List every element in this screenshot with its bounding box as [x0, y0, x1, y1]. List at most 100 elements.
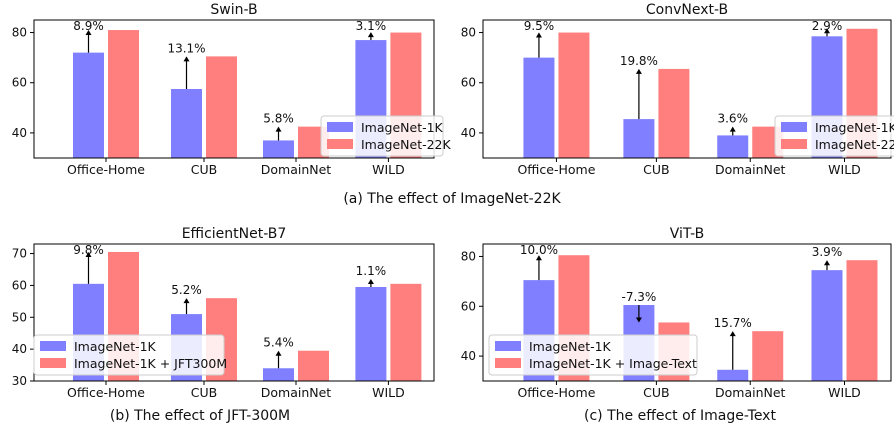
y-tick-label: 60 — [461, 299, 476, 313]
x-tick-label: Office-Home — [67, 162, 145, 177]
y-tick-label: 40 — [12, 126, 27, 140]
y-tick-label: 70 — [12, 247, 27, 261]
legend: ImageNet-1K ImageNet-1K + Image-Text — [488, 334, 698, 376]
legend-label-0: ImageNet-1K — [529, 339, 612, 354]
arrowhead-1 — [635, 317, 642, 323]
legend: ImageNet-1K ImageNet-22K — [774, 115, 894, 157]
annotation-label-3: 3.9% — [812, 245, 843, 259]
bar-base-3 — [355, 287, 387, 381]
legend-swatch-1 — [40, 358, 66, 368]
arrowhead-0 — [535, 255, 542, 261]
y-tick-label: 60 — [12, 76, 27, 90]
legend-label-0: ImageNet-1K — [361, 120, 444, 135]
chart-title: EfficientNet-B7 — [182, 226, 287, 242]
legend-label-0: ImageNet-1K — [74, 339, 157, 354]
bar-ext-0 — [558, 32, 590, 158]
annotation-label-0: 9.8% — [73, 243, 104, 257]
bar-base-1 — [623, 119, 655, 158]
annotation-label-0: 10.0% — [520, 243, 558, 257]
bar-ext-0 — [108, 30, 139, 159]
x-tick-label: DomainNet — [715, 162, 786, 177]
arrowhead-3 — [823, 28, 830, 34]
arrowhead-0 — [535, 32, 542, 38]
legend: ImageNet-1K ImageNet-1K + JFT300M — [33, 334, 227, 376]
bar-ext-3 — [846, 260, 878, 381]
x-tick-label: WILD — [372, 162, 405, 177]
legend: ImageNet-1K ImageNet-22K — [320, 115, 452, 157]
arrowhead-1 — [635, 68, 642, 74]
bar-base-2 — [717, 369, 749, 381]
legend-swatch-1 — [781, 139, 807, 149]
arrowhead-2 — [275, 126, 282, 132]
chart-0: Swin-B 8.9% Office-Home 13.1% CUB 5.8% DomainN… — [12, 2, 452, 177]
chart-1: ConvNext-B 9.5% Office-Home 19.8% CUB 3.6% Dom… — [461, 2, 894, 177]
x-tick-label: DomainNet — [261, 385, 332, 400]
arrowhead-2 — [275, 350, 282, 356]
y-tick-label: 40 — [461, 126, 476, 140]
x-tick-label: DomainNet — [715, 385, 786, 400]
legend-label-1: ImageNet-22K — [815, 137, 894, 152]
arrowhead-2 — [729, 126, 736, 132]
plot-frame — [482, 19, 892, 159]
y-tick-label: 40 — [12, 342, 27, 356]
legend-swatch-1 — [495, 358, 521, 368]
arrowhead-2 — [729, 331, 736, 337]
y-tick-label: 80 — [461, 249, 476, 263]
bar-base-0 — [523, 57, 555, 158]
annotation-label-2: 3.6% — [717, 112, 748, 126]
y-tick-label: 40 — [461, 349, 476, 363]
x-tick-label: Office-Home — [517, 385, 595, 400]
x-tick-label: WILD — [828, 162, 861, 177]
bar-ext-2 — [752, 331, 784, 381]
arrowhead-1 — [183, 56, 190, 62]
plot-frame — [33, 243, 435, 382]
x-tick-label: DomainNet — [261, 162, 332, 177]
caption-b: (b) The effect of JFT-300M — [110, 408, 290, 424]
legend-box — [488, 334, 698, 376]
y-tick-label: 60 — [461, 76, 476, 90]
bar-base-0 — [73, 52, 104, 159]
x-tick-label: Office-Home — [517, 162, 595, 177]
legend-swatch-0 — [327, 122, 353, 132]
x-tick-label: CUB — [643, 385, 669, 400]
bar-ext-3 — [390, 283, 422, 381]
x-tick-label: CUB — [191, 385, 217, 400]
x-tick-label: CUB — [643, 162, 669, 177]
annotation-label-0: 9.5% — [524, 19, 555, 33]
arrowhead-3 — [823, 260, 830, 266]
annotation-label-1: -7.3% — [621, 290, 656, 304]
arrowhead-3 — [367, 32, 374, 38]
arrowhead-3 — [367, 279, 374, 285]
annotation-label-1: 13.1% — [167, 41, 205, 55]
legend-swatch-0 — [495, 341, 521, 351]
chart-title: ConvNext-B — [646, 2, 728, 18]
annotation-label-3: 3.1% — [356, 19, 387, 33]
x-tick-label: CUB — [191, 162, 217, 177]
legend-swatch-0 — [40, 341, 66, 351]
bar-base-2 — [263, 368, 294, 381]
bar-base-2 — [263, 140, 294, 158]
arrowhead-0 — [85, 251, 92, 257]
chart-title: ViT-B — [670, 226, 705, 242]
bar-base-2 — [717, 135, 749, 158]
annotation-label-1: 5.2% — [171, 283, 202, 297]
arrowhead-0 — [85, 30, 92, 36]
bar-ext-1 — [658, 68, 690, 158]
x-tick-label: WILD — [828, 385, 861, 400]
plot-frame — [482, 243, 892, 382]
annotation-label-3: 2.9% — [812, 19, 843, 33]
y-tick-label: 30 — [12, 374, 27, 388]
y-tick-label: 80 — [461, 26, 476, 40]
annotation-label-2: 15.7% — [714, 316, 752, 330]
caption-c: (c) The effect of Image-Text — [584, 408, 776, 424]
legend-box — [33, 334, 225, 376]
annotation-label-2: 5.8% — [263, 112, 294, 126]
y-tick-label: 50 — [12, 310, 27, 324]
chart-2: EfficientNet-B7 9.8% Office-Home 5.2% CUB 5.4… — [12, 226, 435, 400]
legend-label-1: ImageNet-1K + Image-Text — [529, 356, 697, 371]
chart-3: ViT-B 10.0% Office-Home -7.3% CUB 15.7% Domain… — [461, 226, 892, 400]
bar-base-1 — [171, 89, 202, 158]
annotation-label-2: 5.4% — [263, 336, 294, 350]
legend-label-0: ImageNet-1K — [815, 120, 894, 135]
